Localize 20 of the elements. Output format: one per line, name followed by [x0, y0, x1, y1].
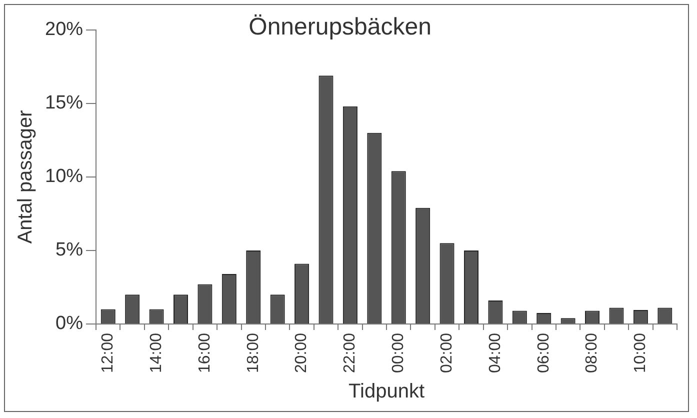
- chart-title: Önnerupsbäcken: [248, 14, 432, 41]
- x-tick-label: 10:00: [632, 332, 650, 374]
- x-tick-label: 14:00: [148, 332, 165, 374]
- x-axis-title: Tidpunkt: [348, 380, 425, 403]
- y-tick-label: 0%: [56, 313, 84, 334]
- x-tick-label: 22:00: [342, 332, 359, 374]
- y-tick-label: 20%: [44, 19, 84, 40]
- x-tick-label: 12:00: [100, 332, 117, 374]
- x-tick-label: 04:00: [486, 332, 504, 374]
- x-tick-label: 08:00: [584, 332, 601, 374]
- x-tick-label: 16:00: [196, 332, 214, 374]
- x-tick-label: 20:00: [293, 332, 310, 374]
- x-tick-label: 00:00: [390, 332, 408, 374]
- y-tick-label: 15%: [44, 92, 84, 114]
- y-tick-label: 10%: [44, 166, 84, 188]
- x-tick-label: 06:00: [535, 332, 552, 374]
- y-axis-title: Antal passager: [14, 110, 37, 244]
- y-tick-label: 5%: [56, 240, 84, 261]
- x-tick-label: 18:00: [244, 332, 262, 374]
- x-tick-label: 02:00: [438, 332, 456, 374]
